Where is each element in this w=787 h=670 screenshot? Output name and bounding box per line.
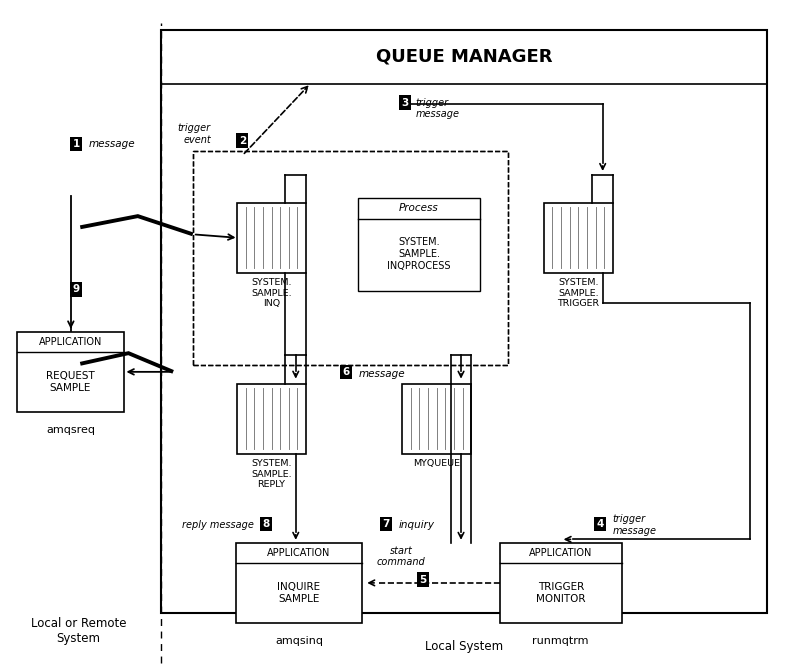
Text: amqsinq: amqsinq [275, 636, 323, 647]
Bar [161, 30, 767, 613]
Text: INQUIRE
SAMPLE: INQUIRE SAMPLE [278, 582, 320, 604]
Text: Local System: Local System [425, 641, 504, 653]
Bar [500, 543, 622, 623]
Text: 8: 8 [262, 519, 270, 529]
Text: message: message [359, 369, 405, 379]
Text: SYSTEM.
SAMPLE.
TRIGGER: SYSTEM. SAMPLE. TRIGGER [557, 279, 600, 308]
Text: 1: 1 [72, 139, 80, 149]
Text: SYSTEM.
SAMPLE.
INQPROCESS: SYSTEM. SAMPLE. INQPROCESS [387, 237, 451, 271]
Text: SYSTEM.
SAMPLE.
REPLY: SYSTEM. SAMPLE. REPLY [251, 460, 292, 489]
Text: 4: 4 [596, 519, 604, 529]
Text: trigger
message: trigger message [612, 515, 656, 536]
Bar [236, 543, 362, 623]
Bar [17, 332, 124, 412]
Text: APPLICATION: APPLICATION [529, 548, 593, 557]
Bar [402, 383, 471, 454]
Text: MYQUEUE: MYQUEUE [413, 460, 460, 468]
Text: TRIGGER
MONITOR: TRIGGER MONITOR [536, 582, 586, 604]
Text: APPLICATION: APPLICATION [268, 548, 331, 557]
Text: REQUEST
SAMPLE: REQUEST SAMPLE [46, 371, 94, 393]
Text: QUEUE MANAGER: QUEUE MANAGER [376, 48, 552, 66]
Text: 7: 7 [382, 519, 390, 529]
Text: Local or Remote
System: Local or Remote System [31, 616, 127, 645]
Text: SYSTEM.
SAMPLE.
INQ: SYSTEM. SAMPLE. INQ [251, 279, 292, 308]
Text: trigger
message: trigger message [416, 98, 460, 119]
Bar [544, 202, 613, 273]
Text: trigger
event: trigger event [178, 123, 211, 145]
Text: APPLICATION: APPLICATION [39, 337, 102, 346]
Text: 3: 3 [401, 98, 409, 107]
Bar [237, 383, 306, 454]
Text: inquiry: inquiry [398, 521, 434, 530]
Text: start
command: start command [377, 546, 426, 567]
Text: 5: 5 [419, 575, 427, 584]
Text: Process: Process [399, 204, 439, 213]
Text: amqsreq: amqsreq [46, 425, 95, 436]
Text: runmqtrm: runmqtrm [533, 636, 589, 647]
Text: message: message [89, 139, 135, 149]
Bar [193, 151, 508, 365]
Bar [193, 151, 508, 365]
Text: 6: 6 [342, 367, 350, 377]
Text: 2: 2 [238, 136, 246, 145]
Text: 9: 9 [72, 285, 80, 294]
Bar [237, 202, 306, 273]
Text: reply message: reply message [182, 521, 253, 530]
Bar [358, 198, 480, 291]
